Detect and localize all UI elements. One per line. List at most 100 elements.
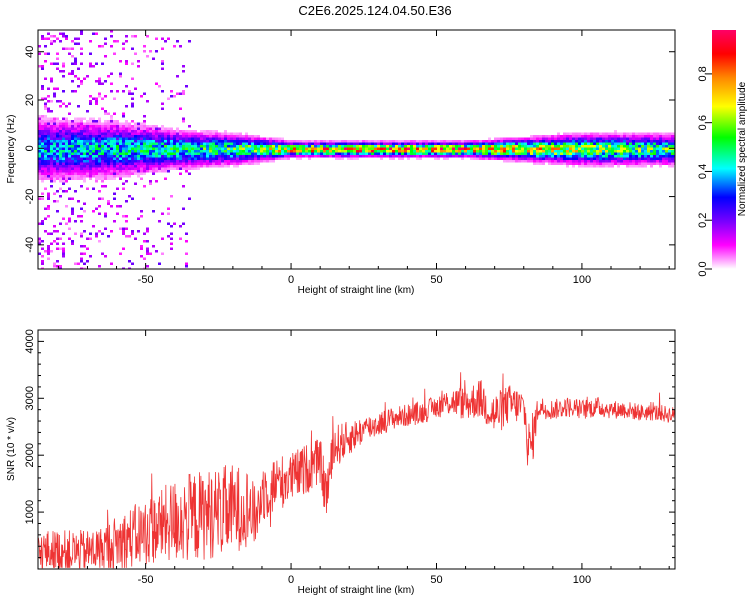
spectrogram-cell <box>413 152 416 155</box>
spectrogram-cell <box>575 137 578 140</box>
spectrogram-cell <box>620 150 623 153</box>
spectrogram-cell <box>374 152 377 155</box>
spectrogram-cell <box>101 122 104 125</box>
spectrogram-cell <box>149 167 152 170</box>
spectrogram-cell <box>80 30 83 33</box>
spectrogram-cell <box>578 150 581 153</box>
spectrogram-cell <box>524 145 527 148</box>
spectrogram-cell <box>584 150 587 153</box>
spectrogram-cell <box>239 132 242 135</box>
spectrogram-cell <box>83 147 86 150</box>
spectrogram-cell <box>602 132 605 135</box>
spectrogram-cell <box>236 160 239 163</box>
spectrogram-cell <box>569 137 572 140</box>
spectrogram-cell <box>80 82 83 85</box>
spectrogram-cell <box>299 142 302 145</box>
spectrogram-cell <box>212 132 215 135</box>
spectrogram-cell <box>461 140 464 143</box>
spectrogram-cell <box>170 232 173 235</box>
spectrogram-cell <box>113 135 116 138</box>
spectrogram-cell <box>62 167 65 170</box>
spectrogram-cell <box>59 177 62 180</box>
spectrogram-cell <box>527 137 530 140</box>
spectrogram-cell <box>128 135 131 138</box>
spectrogram-cell <box>329 155 332 158</box>
spectrogram-cell <box>470 147 473 150</box>
spectrogram-cell <box>182 145 185 148</box>
spectrogram-cell <box>206 135 209 138</box>
spectrogram-cell <box>566 165 569 168</box>
spectrogram-x-tick-label: 100 <box>573 274 591 286</box>
spectrogram-cell <box>77 37 80 40</box>
spectrogram-cell <box>131 35 134 38</box>
spectrogram-cell <box>416 140 419 143</box>
spectrogram-cell <box>386 142 389 145</box>
spectrogram-cell <box>152 167 155 170</box>
spectrogram-cell <box>140 135 143 138</box>
spectrogram-cell <box>161 145 164 148</box>
spectrogram-cell <box>101 167 104 170</box>
spectrogram-cell <box>71 47 74 50</box>
spectrogram-cell <box>95 165 98 168</box>
spectrogram-cell <box>149 142 152 145</box>
spectrogram-cell <box>140 157 143 160</box>
spectrogram-cell <box>602 162 605 165</box>
spectrogram-cell <box>143 127 146 130</box>
spectrogram-cell <box>62 145 65 148</box>
spectrogram-cell <box>131 127 134 130</box>
spectrogram-cell <box>575 142 578 145</box>
spectrogram-cell <box>590 137 593 140</box>
spectrogram-cell <box>278 157 281 160</box>
spectrogram-cell <box>134 135 137 138</box>
spectrogram-cell <box>62 147 65 150</box>
spectrogram-cell <box>671 150 674 153</box>
spectrogram-cell <box>512 142 515 145</box>
spectrogram-cell <box>602 140 605 143</box>
spectrogram-cell <box>47 167 50 170</box>
spectrogram-cell <box>416 150 419 153</box>
spectrogram-cell <box>59 120 62 123</box>
spectrogram-cell <box>494 137 497 140</box>
spectrogram-cell <box>263 142 266 145</box>
spectrogram-cell <box>536 155 539 158</box>
spectrogram-cell <box>104 175 107 178</box>
spectrogram-cell <box>488 142 491 145</box>
spectrogram-cell <box>263 155 266 158</box>
spectrogram-cell <box>446 142 449 145</box>
spectrogram-cell <box>389 145 392 148</box>
spectrogram-cell <box>119 137 122 140</box>
spectrogram-cell <box>101 62 104 65</box>
spectrogram-cell <box>377 152 380 155</box>
spectrogram-cell <box>188 172 191 175</box>
spectrogram-cell <box>155 50 158 53</box>
spectrogram-cell <box>86 167 89 170</box>
spectrogram-cell <box>245 157 248 160</box>
spectrogram-cell <box>113 175 116 178</box>
spectrogram-cell <box>71 132 74 135</box>
spectrogram-cell <box>539 155 542 158</box>
spectrogram-cell <box>563 142 566 145</box>
spectrogram-cell <box>476 142 479 145</box>
spectrogram-cell <box>176 75 179 78</box>
spectrogram-cell <box>593 155 596 158</box>
spectrogram-cell <box>374 142 377 145</box>
spectrogram-cell <box>185 240 188 243</box>
spectrogram-cell <box>119 125 122 128</box>
spectrogram-cell <box>116 212 119 215</box>
spectrogram-cell <box>581 165 584 168</box>
spectrogram-cell <box>113 155 116 158</box>
spectrogram-cell <box>59 187 62 190</box>
spectrogram-cell <box>656 152 659 155</box>
spectrogram-cell <box>650 142 653 145</box>
spectrogram-cell <box>110 125 113 128</box>
spectrogram-cell <box>599 150 602 153</box>
spectrogram-cell <box>83 210 86 213</box>
spectrogram-cell <box>575 152 578 155</box>
spectrogram-cell <box>647 137 650 140</box>
spectrogram-cell <box>632 132 635 135</box>
spectrogram-cell <box>116 137 119 140</box>
spectrogram-cell <box>59 165 62 168</box>
spectrogram-cell <box>335 147 338 150</box>
spectrogram-cell <box>179 237 182 240</box>
